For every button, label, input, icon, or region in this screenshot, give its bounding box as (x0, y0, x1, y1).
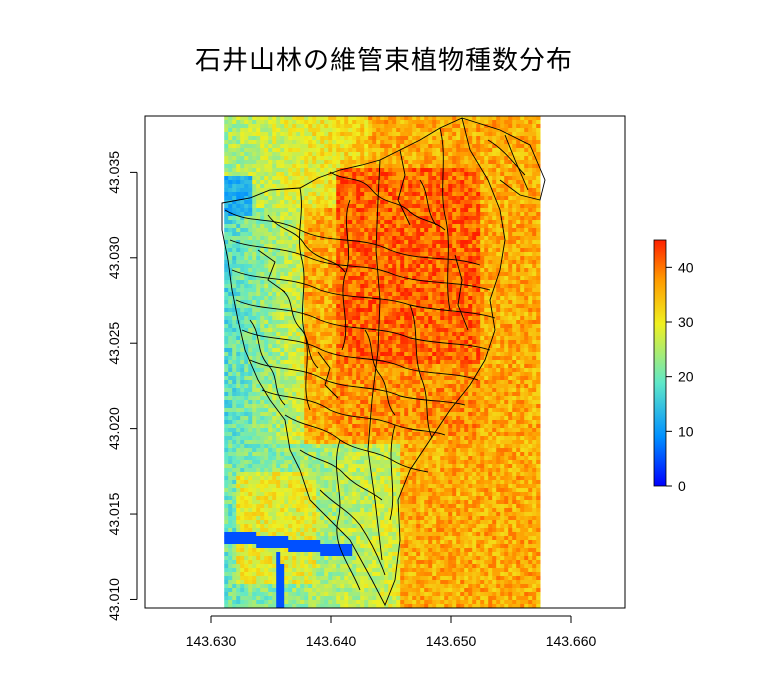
y-tick-label: 43.025 (106, 322, 122, 365)
y-tick-label: 43.030 (106, 236, 122, 279)
y-tick-label: 43.020 (106, 407, 122, 450)
legend-tick-label: 40 (678, 259, 694, 275)
plot-frame (144, 115, 626, 609)
map-title: 石井山林の維管束植物種数分布 (194, 46, 573, 76)
y-tick-label: 43.015 (106, 492, 122, 535)
legend-tick-label: 20 (678, 369, 694, 385)
legend-tick-label: 0 (678, 478, 686, 494)
x-tick-label: 143.630 (186, 633, 237, 649)
x-tick-label: 143.660 (546, 633, 597, 649)
x-axis: 143.630 143.640 143.650 143.660 (186, 615, 597, 649)
legend-tick-label: 30 (678, 314, 694, 330)
forest-stand-boundaries (221, 117, 546, 607)
species-richness-raster (224, 116, 541, 608)
legend-tick-label: 10 (678, 423, 694, 439)
y-tick-label: 43.010 (106, 578, 122, 621)
x-tick-label: 143.650 (426, 633, 477, 649)
legend-color-bar (653, 239, 667, 487)
x-tick-label: 143.640 (306, 633, 357, 649)
color-legend: 0 10 20 30 40 (653, 239, 694, 494)
y-axis: 43.010 43.015 43.020 43.025 43.030 43.035 (106, 151, 138, 621)
y-tick-label: 43.035 (106, 151, 122, 194)
